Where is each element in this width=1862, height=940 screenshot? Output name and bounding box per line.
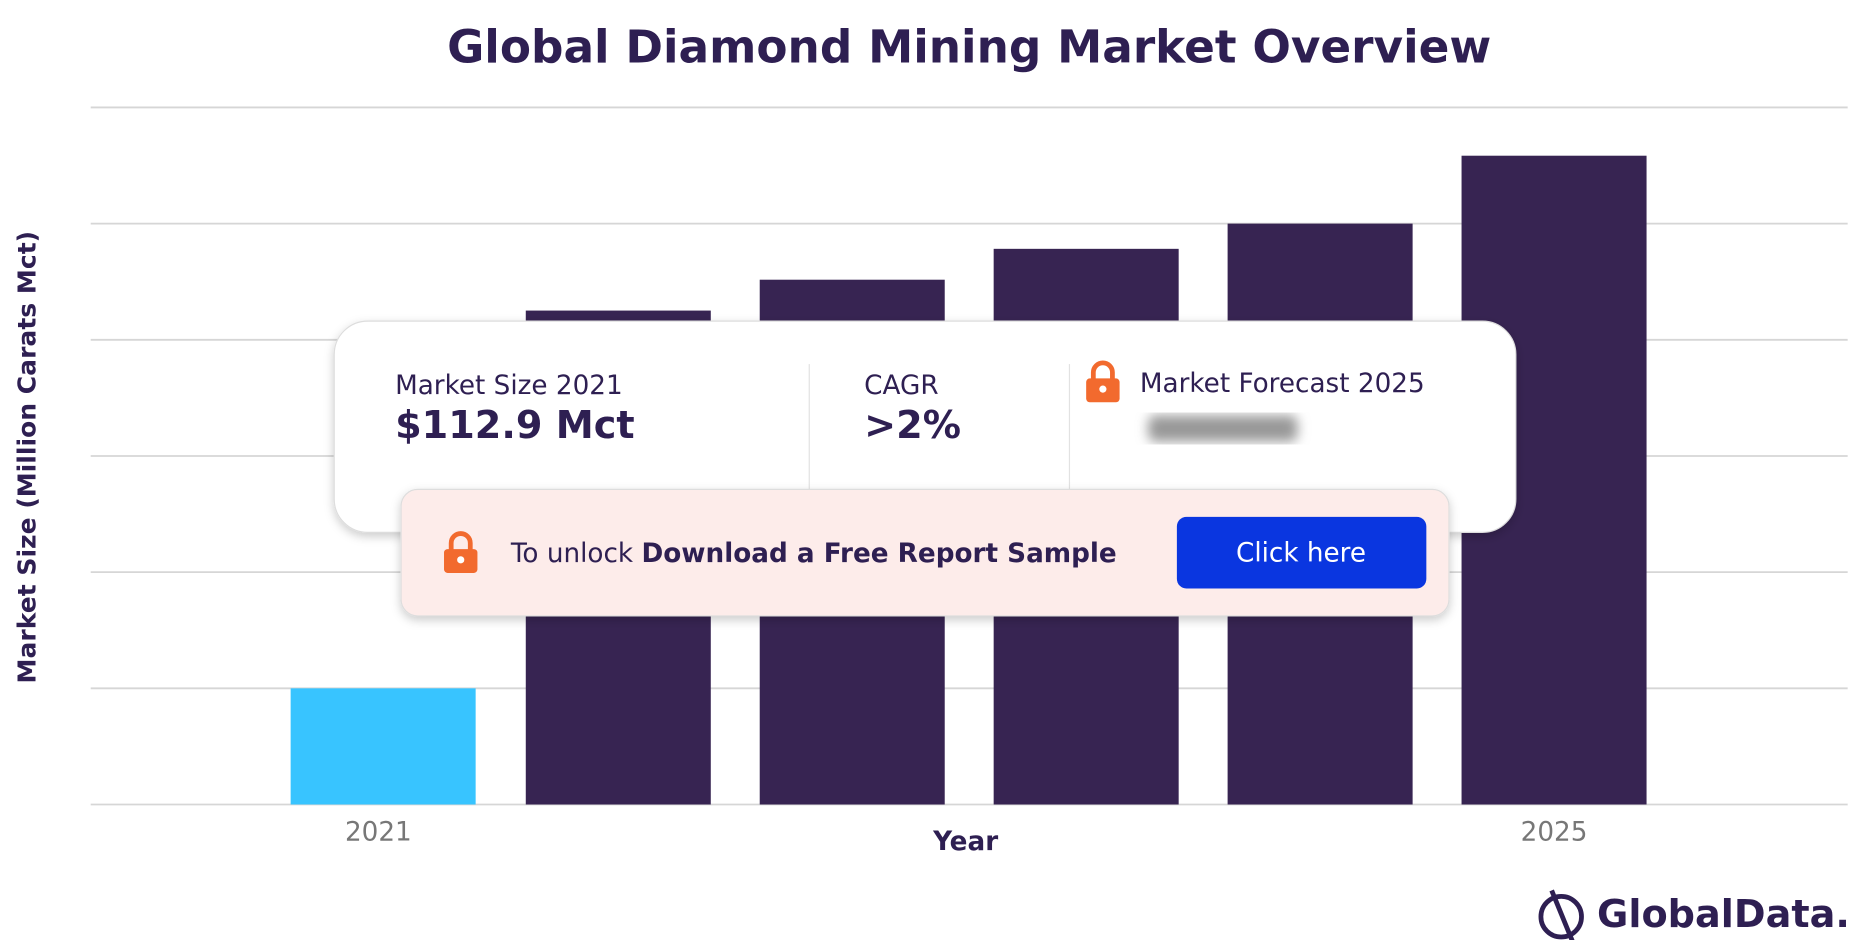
cagr-value: >2% [864,404,961,448]
unlock-cta: Download a Free Report Sample [641,538,1116,568]
button-label[interactable]: Click here [1236,538,1366,568]
logo-icon [1538,894,1584,940]
logo-text: GlobalData. [1597,893,1850,937]
x-tick-label: 2021 [345,818,412,848]
x-axis-label: Year [932,827,998,857]
bar [290,688,476,805]
chart-title: Global Diamond Mining Market Overview [447,21,1491,74]
y-axis-label: Market Size (Million Carats Mct) [13,231,42,684]
market-size-label: Market Size 2021 [395,371,623,401]
unlock-prefix: To unlock [510,538,634,568]
lock-icon [444,531,478,573]
market-size-value: $112.9 Mct [395,404,635,448]
unlock-banner: To unlock Download a Free Report Sample C… [400,488,1450,617]
unlock-text: To unlock Download a Free Report Sample [510,538,1117,568]
logo-icon [1549,889,1575,940]
summary-card: Market Size 2021 $112.9 Mct CAGR >2% Mar… [333,320,1517,533]
lock-icon [1086,360,1120,403]
logo: GlobalData. [1538,889,1850,940]
click-button[interactable] [1176,516,1427,589]
blurred-value [1148,415,1298,442]
cagr-label: CAGR [864,371,938,401]
forecast-label: Market Forecast 2025 [1140,369,1425,399]
x-tick-label: 2025 [1521,818,1588,848]
